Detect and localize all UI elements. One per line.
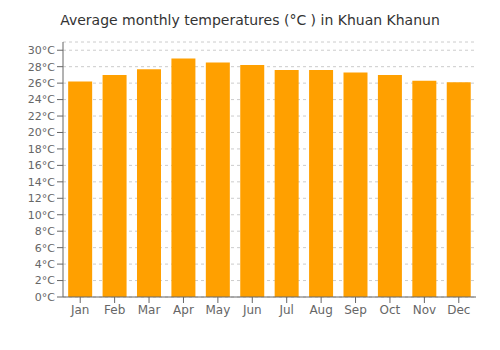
svg-text:Jun: Jun <box>242 303 262 317</box>
svg-text:Feb: Feb <box>104 303 125 317</box>
svg-text:12°C: 12°C <box>28 192 55 205</box>
svg-text:Dec: Dec <box>447 303 470 317</box>
svg-text:16°C: 16°C <box>28 159 55 172</box>
svg-text:Jul: Jul <box>278 303 293 317</box>
svg-text:Oct: Oct <box>380 303 401 317</box>
svg-text:8°C: 8°C <box>35 225 55 238</box>
html-text:Average monthly temperatures (: Average monthly temperatures (°C ) in Kh… <box>60 12 440 28</box>
svg-text:Aug: Aug <box>309 303 332 317</box>
svg-text:Nov: Nov <box>413 303 436 317</box>
svg-text:30°C: 30°C <box>28 44 55 57</box>
svg-text:10°C: 10°C <box>28 209 55 222</box>
svg-text:26°C: 26°C <box>28 77 55 90</box>
svg-text:4°C: 4°C <box>35 258 55 271</box>
svg-text:20°C: 20°C <box>28 126 55 139</box>
svg-text:Jan: Jan <box>70 303 90 317</box>
svg-text:18°C: 18°C <box>28 143 55 156</box>
svg-text:May: May <box>205 303 230 317</box>
svg-text:Sep: Sep <box>344 303 367 317</box>
svg-text:22°C: 22°C <box>28 110 55 123</box>
svg-text:6°C: 6°C <box>35 242 55 255</box>
svg-text:14°C: 14°C <box>28 176 55 189</box>
svg-text:24°C: 24°C <box>28 93 55 106</box>
svg-text:Mar: Mar <box>138 303 161 317</box>
svg-text:2°C: 2°C <box>35 274 55 287</box>
svg-text:0°C: 0°C <box>35 291 55 304</box>
svg-text:Apr: Apr <box>173 303 194 317</box>
svg-text:28°C: 28°C <box>28 61 55 74</box>
